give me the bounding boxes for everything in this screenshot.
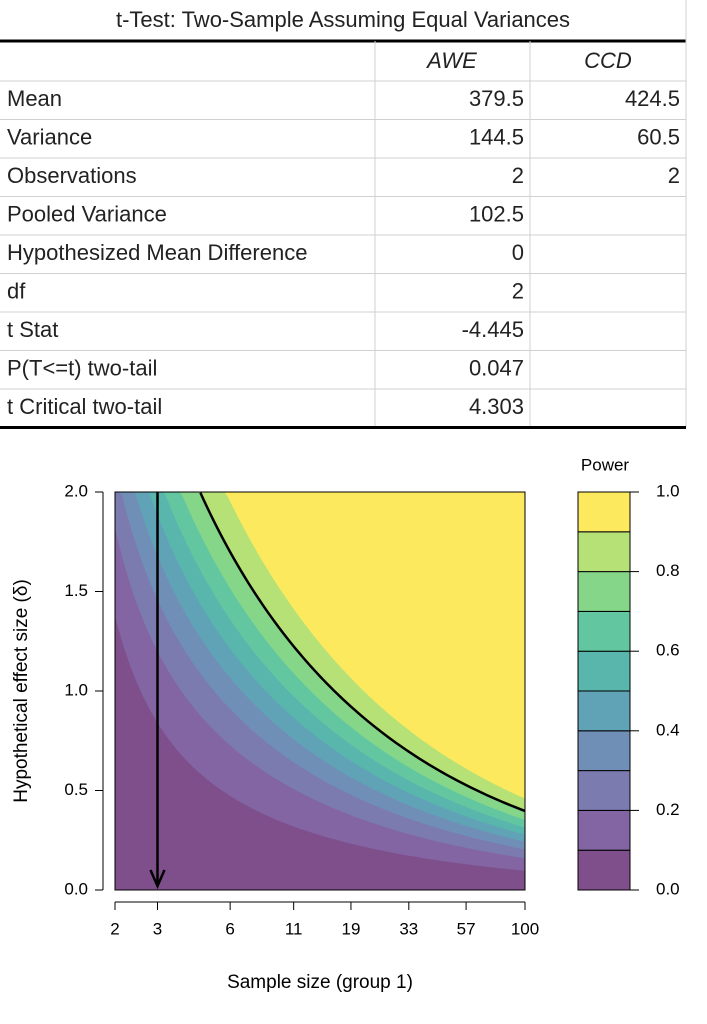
column-header: CCD xyxy=(584,48,632,73)
row-label: Observations xyxy=(7,163,137,188)
cell-value: 379.5 xyxy=(469,86,524,111)
arrowhead xyxy=(149,869,166,890)
colorbar-swatch xyxy=(577,571,631,612)
colorbar-swatch xyxy=(577,690,631,732)
x-tick-label: 57 xyxy=(457,919,476,938)
y-axis-title: Hypothetical effect size (δ) xyxy=(11,579,32,803)
y-tick-label: 0.0 xyxy=(64,879,88,898)
colorbar-swatch xyxy=(577,650,631,692)
cell-value: 144.5 xyxy=(469,125,524,150)
x-tick-label: 19 xyxy=(341,919,360,938)
cell-value: 424.5 xyxy=(625,86,680,111)
x-tick-label: 33 xyxy=(399,919,418,938)
colorbar-swatch xyxy=(577,730,631,772)
row-label: P(T<=t) two-tail xyxy=(7,356,157,381)
colorbar-swatch xyxy=(577,610,631,652)
cell-value: -4.445 xyxy=(462,317,524,342)
x-tick-label: 100 xyxy=(511,919,539,938)
cell-value: 102.5 xyxy=(469,202,524,227)
row-label: Mean xyxy=(7,86,62,111)
column-header: AWE xyxy=(425,48,477,73)
cell-value: 4.303 xyxy=(469,394,524,419)
colorbar-tick-label: 1.0 xyxy=(656,481,680,500)
power-band xyxy=(115,492,525,799)
row-label: Variance xyxy=(7,125,92,150)
cell-value: 2 xyxy=(512,163,524,188)
row-label: t Critical two-tail xyxy=(7,394,162,419)
colorbar-tick-label: 0.6 xyxy=(656,641,680,660)
colorbar-title: Power xyxy=(581,455,630,474)
colorbar-swatch xyxy=(577,849,631,891)
y-tick-label: 0.5 xyxy=(64,780,88,799)
colorbar-swatch xyxy=(577,491,631,533)
row-label: Hypothesized Mean Difference xyxy=(7,240,307,265)
colorbar-tick-label: 0.0 xyxy=(656,879,680,898)
power-contour xyxy=(199,492,526,813)
colorbar-tick-label: 0.4 xyxy=(656,720,680,739)
colorbar-swatch xyxy=(577,531,631,573)
cell-value: 0 xyxy=(512,240,524,265)
x-tick-label: 2 xyxy=(110,919,119,938)
row-label: Pooled Variance xyxy=(7,202,167,227)
cell-value: 0.047 xyxy=(469,356,524,381)
row-label: df xyxy=(7,279,26,304)
cell-value: 2 xyxy=(512,279,524,304)
x-axis-title: Sample size (group 1) xyxy=(227,972,413,993)
x-tick-label: 11 xyxy=(285,919,303,938)
y-tick-label: 2.0 xyxy=(64,481,88,500)
row-label: t Stat xyxy=(7,317,58,342)
table-title: t-Test: Two-Sample Assuming Equal Varian… xyxy=(116,7,570,32)
cell-value: 2 xyxy=(668,163,680,188)
y-tick-label: 1.5 xyxy=(64,581,88,600)
colorbar-swatch xyxy=(577,809,631,851)
cell-value: 60.5 xyxy=(637,125,680,150)
colorbar-tick-label: 0.8 xyxy=(656,561,680,580)
y-tick-label: 1.0 xyxy=(64,680,88,699)
colorbar-swatch xyxy=(577,770,631,811)
x-tick-label: 3 xyxy=(153,919,162,938)
colorbar-tick-label: 0.2 xyxy=(656,800,680,819)
x-tick-label: 6 xyxy=(225,919,234,938)
plot-frame xyxy=(114,491,526,891)
